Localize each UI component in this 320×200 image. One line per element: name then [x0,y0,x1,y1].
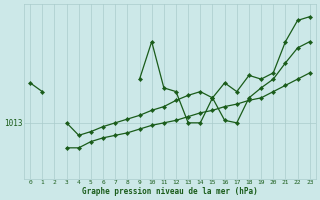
X-axis label: Graphe pression niveau de la mer (hPa): Graphe pression niveau de la mer (hPa) [82,187,258,196]
